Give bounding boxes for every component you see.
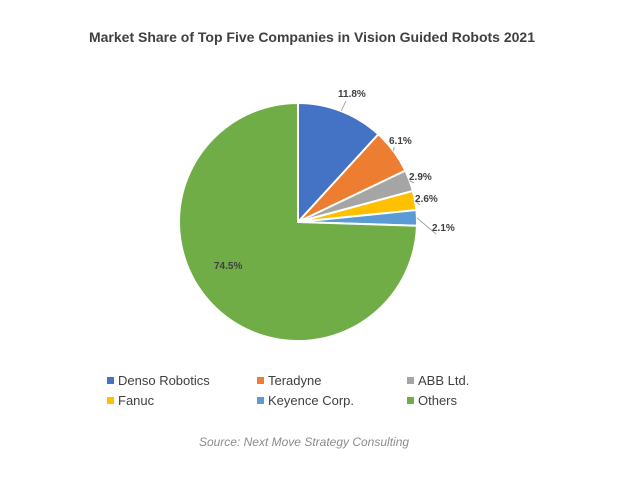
source-note: Source: Next Move Strategy Consulting: [199, 435, 409, 449]
pie-slices: [178, 102, 418, 342]
legend-label: Fanuc: [118, 393, 155, 408]
leader-line: [414, 200, 421, 206]
data-label: 2.6%: [415, 194, 438, 205]
data-label: 74.5%: [214, 261, 242, 272]
pie-slice-denso-robotics: [297, 102, 380, 223]
legend-item: Fanuc: [107, 393, 155, 408]
legend-item: ABB Ltd.: [407, 373, 469, 388]
legend-label: ABB Ltd.: [418, 373, 469, 388]
data-labels: 11.8% 6.1% 2.9% 2.6% 2.1% 74.5%: [214, 89, 455, 272]
legend-item: Teradyne: [257, 373, 321, 388]
legend-label: Keyence Corp.: [268, 393, 354, 408]
data-label: 2.1%: [432, 223, 455, 234]
leader-line: [409, 180, 415, 184]
leader-line: [416, 217, 437, 235]
legend-swatch: [407, 377, 414, 384]
legend-swatch: [407, 397, 414, 404]
leader-lines: [340, 100, 437, 235]
legend-swatch: [257, 377, 264, 384]
legend-swatch: [107, 377, 114, 384]
data-label: 6.1%: [389, 136, 412, 147]
legend-item: Others: [407, 393, 458, 408]
pie-slice-others: [178, 102, 418, 342]
legend: Denso Robotics Teradyne ABB Ltd. Fanuc Keyen…: [107, 373, 469, 408]
legend-label: Others: [418, 393, 458, 408]
legend-swatch: [107, 397, 114, 404]
data-label: 11.8%: [338, 89, 366, 100]
leader-line: [340, 100, 347, 112]
legend-label: Denso Robotics: [118, 373, 210, 388]
legend-label: Teradyne: [268, 373, 321, 388]
legend-item: Keyence Corp.: [257, 393, 354, 408]
legend-swatch: [257, 397, 264, 404]
chart-title: Market Share of Top Five Companies in Vi…: [89, 29, 535, 45]
data-label: 2.9%: [409, 172, 432, 183]
legend-item: Denso Robotics: [107, 373, 210, 388]
